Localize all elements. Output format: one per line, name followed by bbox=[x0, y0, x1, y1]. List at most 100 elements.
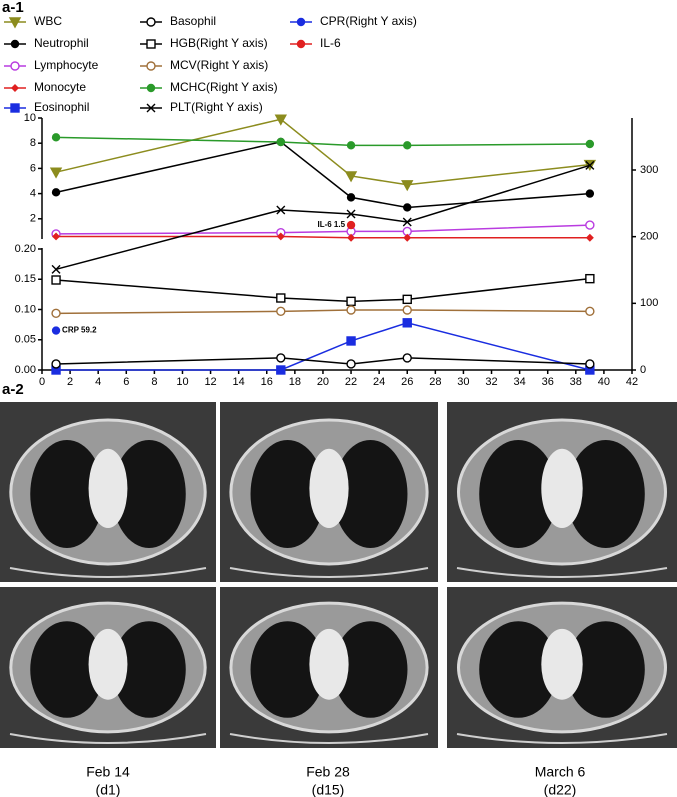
marker bbox=[585, 273, 595, 284]
panel-label: a-2 bbox=[2, 381, 24, 398]
legend-label: Neutrophil bbox=[34, 36, 89, 50]
marker bbox=[51, 275, 61, 285]
y2-tick-label: 0 bbox=[640, 364, 646, 376]
marker bbox=[51, 308, 61, 319]
caption-date: March 6 bbox=[535, 764, 586, 780]
ct-lung bbox=[250, 621, 325, 718]
marker bbox=[51, 133, 61, 142]
ct-image bbox=[0, 402, 216, 582]
marker bbox=[402, 294, 412, 305]
ct-lung bbox=[479, 440, 558, 548]
legend-label: MCV(Right Y axis) bbox=[170, 58, 268, 72]
marker bbox=[276, 365, 286, 375]
y-tick-label: 6 bbox=[30, 162, 36, 174]
ct-image bbox=[447, 587, 677, 748]
ct-table bbox=[456, 567, 668, 578]
legend-label: HGB(Right Y axis) bbox=[170, 36, 268, 50]
y-tick-label: 0.00 bbox=[15, 364, 36, 376]
marker bbox=[402, 305, 412, 315]
marker bbox=[276, 306, 286, 317]
legend-label: MCHC(Right Y axis) bbox=[170, 80, 278, 94]
ct-lung bbox=[566, 621, 645, 718]
marker bbox=[346, 359, 356, 369]
marker bbox=[49, 167, 63, 179]
legend-label: Monocyte bbox=[34, 80, 86, 94]
marker bbox=[403, 203, 412, 212]
x-tick-label: 10 bbox=[176, 376, 188, 388]
marker bbox=[346, 305, 356, 315]
marker bbox=[51, 264, 61, 274]
x-tick-label: 6 bbox=[123, 376, 129, 388]
x-tick-label: 24 bbox=[373, 376, 385, 388]
marker bbox=[8, 17, 22, 29]
marker bbox=[585, 220, 595, 230]
series-line bbox=[55, 277, 590, 303]
x-tick-label: 30 bbox=[457, 376, 469, 388]
y-tick-label: 2 bbox=[30, 213, 36, 225]
x-tick-label: 22 bbox=[345, 376, 357, 388]
marker bbox=[585, 359, 595, 369]
x-tick-label: 38 bbox=[570, 376, 582, 388]
series-line bbox=[55, 164, 591, 271]
series-line bbox=[56, 309, 590, 315]
ct-images bbox=[0, 402, 677, 748]
marker bbox=[51, 188, 61, 197]
caption-day: (d15) bbox=[312, 782, 345, 797]
ct-heart bbox=[309, 448, 349, 528]
series-line bbox=[56, 357, 590, 365]
marker bbox=[146, 39, 156, 49]
marker bbox=[274, 114, 287, 126]
series-line bbox=[56, 136, 590, 147]
x-tick-label: 34 bbox=[513, 376, 525, 388]
caption-day: (d22) bbox=[544, 782, 577, 797]
marker bbox=[146, 17, 156, 27]
marker bbox=[10, 103, 20, 113]
ct-table bbox=[229, 567, 429, 578]
marker bbox=[276, 137, 286, 147]
y2-tick-label: 300 bbox=[640, 164, 658, 176]
marker bbox=[296, 17, 306, 27]
legend-label: CPR(Right Y axis) bbox=[320, 14, 417, 28]
marker bbox=[146, 83, 156, 93]
ct-lung bbox=[479, 621, 558, 718]
marker bbox=[403, 233, 412, 242]
x-tick-label: 18 bbox=[289, 376, 301, 388]
panel-label: a-1 bbox=[2, 0, 24, 16]
x-tick-label: 42 bbox=[626, 376, 638, 388]
ct-lung bbox=[250, 440, 325, 548]
y-tick-label: 0.20 bbox=[15, 243, 36, 255]
ct-heart bbox=[88, 448, 128, 528]
ct-lung bbox=[333, 440, 408, 548]
x-tick-label: 4 bbox=[95, 376, 101, 388]
marker bbox=[51, 359, 61, 369]
marker bbox=[346, 209, 356, 219]
legend-label: Basophil bbox=[170, 14, 216, 28]
x-tick-label: 36 bbox=[542, 376, 554, 388]
series-line bbox=[55, 141, 590, 209]
marker bbox=[276, 205, 286, 215]
x-tick-label: 8 bbox=[151, 376, 157, 388]
data-label: IL-6 1.5 bbox=[317, 220, 345, 229]
marker bbox=[402, 353, 412, 363]
ct-lung bbox=[112, 440, 186, 548]
marker bbox=[401, 180, 414, 192]
x-tick-label: 16 bbox=[261, 376, 273, 388]
marker bbox=[585, 233, 594, 242]
marker bbox=[585, 160, 595, 170]
marker bbox=[10, 39, 20, 49]
ct-lung bbox=[30, 440, 104, 548]
marker bbox=[585, 189, 595, 198]
marker bbox=[346, 296, 356, 307]
x-tick-label: 40 bbox=[598, 376, 610, 388]
y-tick-label: 0.10 bbox=[15, 303, 36, 315]
ct-heart bbox=[309, 628, 349, 700]
ct-heart bbox=[541, 628, 583, 700]
y2-tick-label: 200 bbox=[640, 231, 658, 243]
marker bbox=[344, 171, 358, 183]
y-tick-label: 4 bbox=[30, 188, 36, 200]
y-tick-label: 8 bbox=[30, 137, 36, 149]
y-tick-label: 10 bbox=[24, 112, 36, 124]
x-tick-label: 12 bbox=[204, 376, 216, 388]
marker bbox=[402, 217, 412, 227]
